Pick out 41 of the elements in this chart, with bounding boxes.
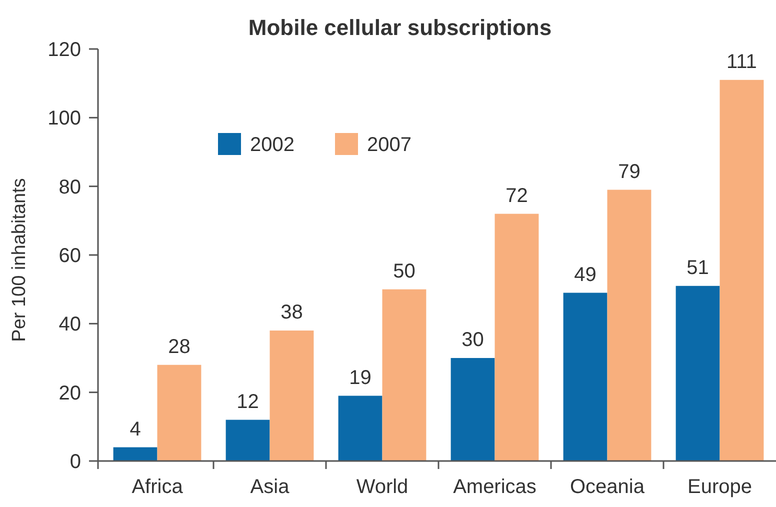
data-label: 51 xyxy=(686,256,709,279)
data-label: 4 xyxy=(130,418,141,440)
x-tick-label: Americas xyxy=(453,476,536,498)
bar xyxy=(450,358,495,461)
bar xyxy=(226,420,270,461)
data-label: 72 xyxy=(506,184,528,207)
y-tick-label: 20 xyxy=(58,382,81,404)
x-tick-label: World xyxy=(356,476,408,498)
y-axis-title: Per 100 inhabitants xyxy=(9,178,30,342)
bar xyxy=(607,190,652,461)
bar xyxy=(382,289,426,461)
y-tick-label: 40 xyxy=(58,314,81,336)
data-label: 111 xyxy=(726,50,757,73)
bar xyxy=(494,214,539,461)
y-tick-label: 0 xyxy=(70,451,81,473)
data-label: 50 xyxy=(393,260,416,282)
x-tick-label: Africa xyxy=(132,476,184,498)
y-tick-label: 120 xyxy=(48,39,81,61)
x-tick-label: Asia xyxy=(250,476,290,498)
bar xyxy=(157,364,202,461)
bar xyxy=(270,330,314,461)
legend-label: 2007 xyxy=(367,134,412,156)
data-label: 30 xyxy=(462,329,484,351)
y-tick-label: 60 xyxy=(58,245,81,267)
data-label: 49 xyxy=(574,264,596,286)
data-label: 12 xyxy=(236,390,259,413)
data-label: 79 xyxy=(618,160,640,183)
data-label: 19 xyxy=(349,366,372,389)
x-tick-label: Europe xyxy=(688,476,752,498)
y-tick-label: 80 xyxy=(58,176,81,198)
x-tick-label: Oceania xyxy=(570,476,646,498)
bar xyxy=(338,396,382,461)
y-tick-label: 100 xyxy=(48,108,81,130)
bar xyxy=(676,286,720,461)
legend-label: 2002 xyxy=(250,134,294,156)
data-label: 28 xyxy=(168,336,190,358)
bar xyxy=(113,447,158,461)
chart-title: Mobile cellular subscriptions xyxy=(248,15,552,40)
data-label: 38 xyxy=(280,302,303,324)
bar xyxy=(720,80,764,461)
bar xyxy=(563,292,608,461)
